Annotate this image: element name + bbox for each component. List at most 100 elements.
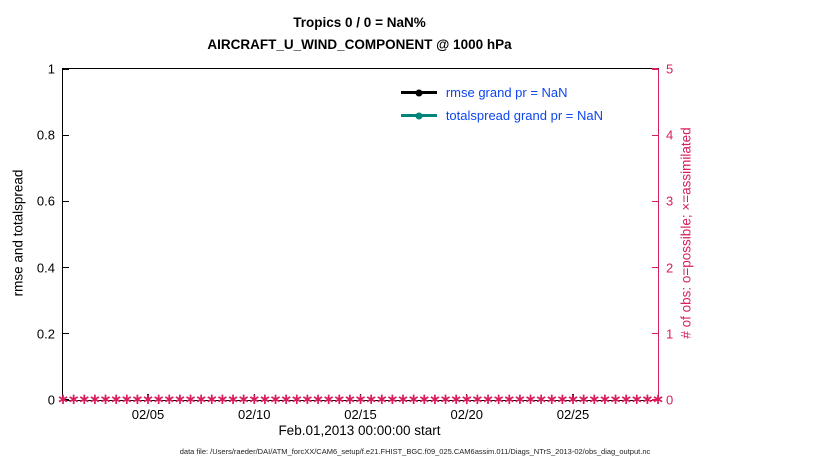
x-tick-label: 02/20 [450,407,484,422]
obs-count-marker: ∗ [56,389,70,408]
obs-count-marker: ∗ [120,389,134,408]
x-tick [147,394,149,400]
obs-count-marker: ∗ [162,389,176,408]
obs-count-marker: ∗ [67,389,80,408]
obs-count-marker: ∗ [290,389,304,408]
legend-item-rmse: rmse grand pr = NaN [400,81,603,104]
obs-count-marker: ∗ [311,389,325,408]
obs-count-marker: ∗ [77,389,91,408]
left-y-tick-label: 0.2 [36,326,55,342]
left-y-tick [63,68,69,70]
obs-count-marker: ∗ [332,389,346,408]
obs-count-marker: ∗ [173,389,187,408]
obs-count-marker: ∗ [407,389,420,408]
legend-totalspread-line-icon [400,112,437,119]
obs-count-marker: ∗ [566,389,580,408]
obs-count-marker: ∗ [651,389,665,408]
x-tick [466,394,468,400]
obs-count-marker: ∗ [598,389,612,408]
obs-count-marker: ∗ [641,389,654,408]
obs-count-marker: ∗ [609,389,622,408]
obs-count-marker: ∗ [471,389,484,408]
obs-count-marker: ∗ [237,389,250,408]
obs-count-marker: ∗ [131,389,144,408]
left-y-tick [63,399,69,401]
left-y-tick [63,200,69,203]
legend-item-totalspread: totalspread grand pr = NaN [400,104,603,127]
right-y-tick-label: 3 [666,193,674,209]
obs-count-marker: ∗ [152,389,165,408]
obs-count-marker: ∗ [343,389,357,408]
obs-count-marker: ∗ [322,389,335,408]
obs-count-marker: ∗ [141,389,155,408]
figure-titles: Tropics 0 / 0 = NaN% AIRCRAFT_U_WIND_COM… [62,12,657,56]
obs-count-marker: ∗ [205,389,219,408]
obs-count-marker: ∗ [428,389,442,408]
left-y-tick-label: 0 [47,392,55,408]
right-y-tick [652,333,658,335]
obs-count-marker: ∗ [534,389,548,408]
obs-count-marker: ∗ [481,389,495,408]
obs-count-marker: ∗ [99,389,112,408]
obs-count-marker: ∗ [364,389,378,408]
obs-count-marker: ∗ [545,389,559,408]
obs-count-marker: ∗ [439,389,452,408]
left-y-tick-label: 0.8 [36,127,55,143]
plot-area: rmse grand pr = NaN totalspread grand pr… [37,62,673,423]
left-y-tick [63,134,69,136]
data-file-caption: data file: /Users/raeder/DAI/ATM_forcXX/… [179,447,651,456]
obs-count-marker: ∗ [226,389,240,408]
legend-totalspread-marker-icon [415,112,423,119]
legend: rmse grand pr = NaN totalspread grand pr… [400,81,603,127]
obs-count-marker: ∗ [492,389,505,408]
x-axis-label: Feb.01,2013 00:00:00 start [278,423,441,438]
legend-rmse-label: rmse grand pr = NaN [445,85,568,100]
obs-count-marker: ∗ [258,389,272,408]
obs-count-marker: ∗ [247,389,261,408]
right-y-tick [652,200,658,203]
obs-count-marker: ∗ [556,389,569,408]
obs-count-marker: ∗ [417,389,431,408]
obs-count-marker: ∗ [460,389,474,408]
left-y-tick [63,266,69,269]
right-y-axis-label: # of obs: o=possible; ×=assimilated [678,127,694,339]
right-y-tick-label: 2 [666,260,674,276]
obs-count-marker: ∗ [630,389,644,408]
obs-count-marker: ∗ [396,389,410,408]
legend-rmse-marker-icon [415,89,423,96]
obs-count-marker: ∗ [619,389,633,408]
obs-count-marker: ∗ [216,389,229,408]
x-tick-label: 02/05 [131,407,165,422]
left-y-tick [63,333,69,335]
right-y-tick [652,266,658,269]
legend-totalspread-label: totalspread grand pr = NaN [445,108,603,123]
obs-count-marker: ∗ [109,389,123,408]
obs-count-marker: ∗ [449,389,463,408]
right-y-tick [652,399,658,401]
left-y-tick-label: 1 [47,61,55,77]
x-tick-label: 02/10 [237,407,271,422]
figure-title: Tropics 0 / 0 = NaN% [293,15,426,30]
left-y-axis-label: rmse and totalspread [10,169,26,297]
x-tick [359,394,362,400]
right-y-tick [652,68,658,70]
legend-rmse-line-icon [400,89,437,96]
obs-count-marker: ∗ [577,389,590,408]
obs-count-marker: ∗ [587,389,601,408]
figure-subtitle: AIRCRAFT_U_WIND_COMPONENT @ 1000 hPa [207,37,512,52]
obs-count-marker: ∗ [375,389,389,408]
right-y-tick-label: 1 [666,326,674,342]
right-y-tick-label: 5 [666,61,674,77]
right-y-tick-label: 4 [666,127,674,143]
obs-count-marker: ∗ [513,389,527,408]
right-y-tick-label: 0 [666,392,674,408]
obs-count-marker: ∗ [269,389,282,408]
left-y-tick-label: 0.6 [36,193,55,209]
x-tick-label: 02/15 [344,407,377,422]
obs-count-marker: ∗ [524,389,537,408]
obs-count-marker: ∗ [88,389,102,408]
x-tick-label: 02/25 [556,407,590,422]
obs-count-marker: ∗ [184,389,197,408]
left-y-tick-label: 0.4 [36,260,55,276]
